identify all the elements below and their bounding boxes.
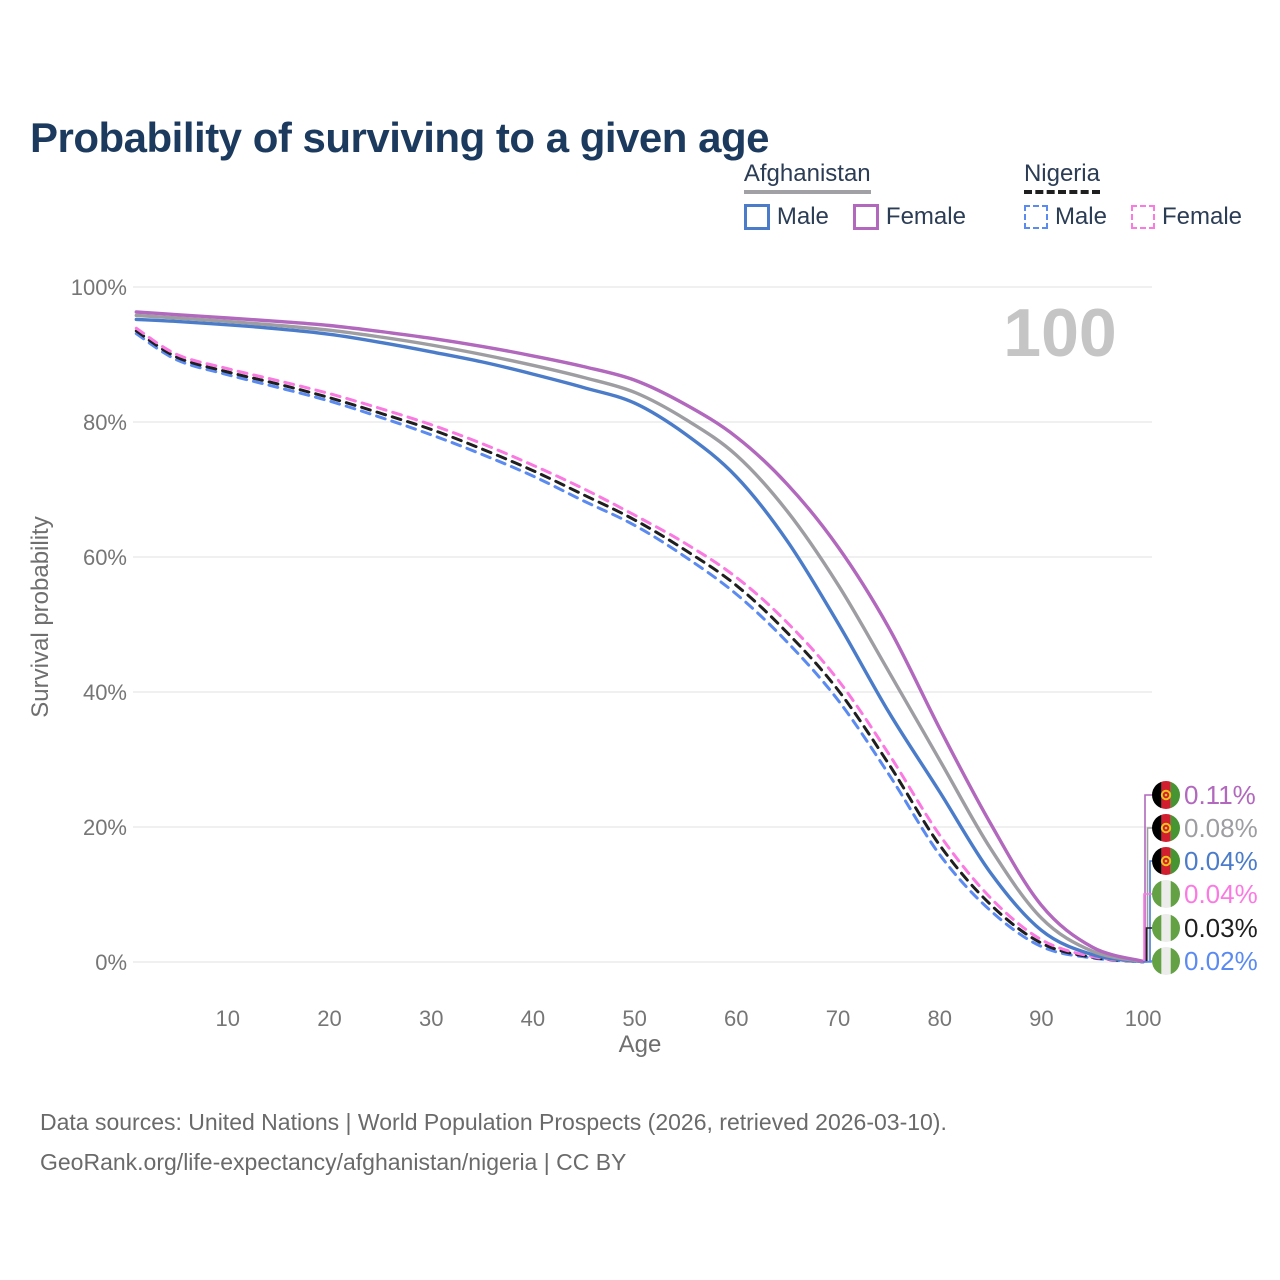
- legend-label: Female: [1161, 203, 1242, 230]
- end-label-afghanistan-male: 0.04%: [1184, 846, 1258, 876]
- y-tick-label: 60%: [83, 545, 127, 570]
- y-axis-title: Survival probability: [27, 516, 54, 717]
- afghanistan-female-swatch-icon: [852, 204, 879, 230]
- x-tick-label: 10: [216, 1006, 240, 1031]
- series-line-afghanistan-male: [134, 317, 1145, 964]
- afghanistan-male-swatch-icon: [743, 204, 770, 230]
- y-tick-label: 40%: [83, 680, 127, 705]
- footer-line1: Data sources: United Nations | World Pop…: [40, 1109, 947, 1135]
- x-tick-label: 100: [1125, 1006, 1162, 1031]
- afghanistan-flag-icon: [1152, 781, 1180, 809]
- afghanistan-flag-icon: [1152, 814, 1180, 842]
- x-tick-label: 80: [927, 1006, 951, 1031]
- afghanistan-flag-icon: [1152, 847, 1180, 875]
- series-line-nigeria-female: [134, 326, 1145, 964]
- y-tick-label: 100%: [71, 275, 127, 300]
- nigeria-flag-icon: [1152, 947, 1180, 975]
- x-tick-label: 90: [1029, 1006, 1053, 1031]
- series-line-afghanistan-female: [134, 310, 1145, 963]
- legend-label: Female: [885, 203, 966, 230]
- footer-line2: GeoRank.org/life-expectancy/afghanistan/…: [40, 1149, 627, 1175]
- legend-group-afghanistan: Afghanistan Male Female: [743, 160, 966, 231]
- nigeria-male-swatch-icon: [1023, 205, 1048, 229]
- nigeria-flag-icon: [1152, 914, 1180, 942]
- x-tick-label: 60: [724, 1006, 748, 1031]
- data-sources: Data sources: United Nations | World Pop…: [40, 1102, 947, 1182]
- legend-title-afghanistan: Afghanistan: [743, 160, 871, 194]
- end-label-nigeria-female: 0.04%: [1184, 879, 1258, 909]
- y-tick-label: 0%: [95, 950, 127, 975]
- nigeria-flag-icon: [1152, 880, 1180, 908]
- leader-line: [1143, 960, 1152, 963]
- x-tick-label: 50: [622, 1006, 646, 1031]
- legend-item-nigeria-female[interactable]: Female: [1130, 203, 1242, 231]
- series-line-nigeria-male: [134, 332, 1145, 964]
- legend: Afghanistan Male Female Nigeria Male: [743, 160, 1242, 231]
- series-line-nigeria-both: [134, 329, 1145, 964]
- legend-item-nigeria-male[interactable]: Male: [1023, 203, 1107, 231]
- nigeria-female-swatch-icon: [1130, 205, 1155, 229]
- end-label-nigeria-male: 0.02%: [1184, 946, 1258, 976]
- y-tick-label: 20%: [83, 815, 127, 840]
- end-label-afghanistan-both: 0.08%: [1184, 813, 1258, 843]
- legend-label: Male: [1054, 203, 1107, 230]
- x-axis-title: Age: [619, 1031, 662, 1058]
- x-tick-label: 20: [317, 1006, 341, 1031]
- series-line-afghanistan-both: [134, 313, 1145, 964]
- legend-title-nigeria: Nigeria: [1023, 160, 1100, 194]
- legend-label: Male: [776, 203, 829, 230]
- legend-group-nigeria: Nigeria Male Female: [1023, 160, 1242, 231]
- x-tick-label: 70: [826, 1006, 850, 1031]
- page-title: Probability of surviving to a given age: [30, 114, 769, 162]
- x-tick-label: 30: [419, 1006, 443, 1031]
- hover-age-watermark: 100: [1003, 295, 1116, 371]
- y-tick-label: 80%: [83, 410, 127, 435]
- legend-item-afghanistan-female[interactable]: Female: [852, 203, 966, 231]
- end-label-nigeria-both: 0.03%: [1184, 913, 1258, 943]
- legend-item-afghanistan-male[interactable]: Male: [743, 203, 829, 231]
- end-label-afghanistan-female: 0.11%: [1184, 780, 1256, 810]
- x-tick-label: 40: [521, 1006, 545, 1031]
